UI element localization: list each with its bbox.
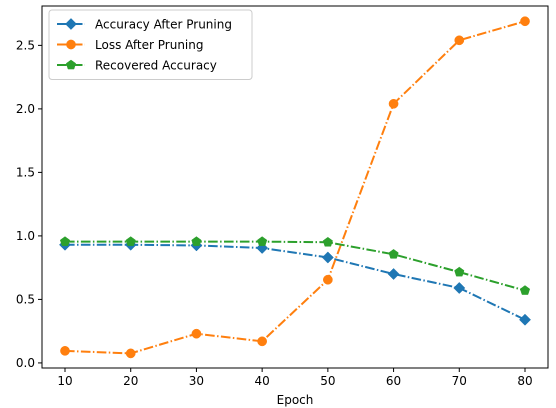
legend-box: [48, 9, 253, 80]
plot-frame: [41, 5, 549, 369]
data-point: [387, 268, 400, 280]
legend: Accuracy After Pruning Loss After Pruning…: [48, 9, 253, 80]
data-point: [125, 236, 136, 246]
data-point: [520, 16, 530, 27]
legend-marker: [66, 39, 76, 50]
data-point: [453, 282, 466, 294]
y-tick-label: 1.0: [16, 229, 35, 243]
y-tick-label: 1.5: [16, 165, 35, 179]
series-line: [64, 20, 526, 355]
legend-item: Recovered Accuracy: [57, 59, 217, 73]
data-point: [388, 249, 399, 259]
series-3: [59, 236, 531, 295]
data-point: [322, 236, 333, 247]
series-line: [65, 243, 526, 321]
y-tick-label: 0.0: [16, 356, 35, 370]
x-tick-label: 80: [517, 374, 532, 388]
data-point: [519, 313, 531, 326]
y-tick-label: 0.5: [16, 292, 35, 306]
y-axis: 0.0 0.5 1.0 1.5 2.0 2.5: [16, 38, 42, 370]
data-point: [191, 328, 202, 339]
x-tick-label: 10: [57, 374, 72, 388]
data-point: [59, 236, 71, 246]
data-point: [60, 346, 70, 356]
series-layer: [59, 16, 531, 359]
x-tick-label: 70: [452, 374, 467, 388]
data-point: [257, 236, 268, 246]
legend-item: Loss After Pruning: [57, 38, 204, 52]
y-tick-label: 2.5: [16, 38, 35, 52]
x-tick-label: 40: [255, 374, 270, 388]
plot-area: 10 20 30 40 50 60 70 80 0.0 0.5 1.0 1.5 2.0 2.5 Epoc…: [16, 5, 549, 407]
x-axis: 10 20 30 40 50 60 70 80: [57, 368, 533, 388]
x-axis-label: Epoch: [277, 393, 314, 407]
legend-label: Loss After Pruning: [95, 38, 204, 52]
legend-label: Recovered Accuracy: [95, 59, 217, 73]
data-point: [321, 251, 334, 264]
data-point: [388, 98, 399, 109]
x-tick-label: 20: [123, 374, 138, 388]
data-point: [454, 266, 465, 277]
data-point: [519, 285, 531, 295]
y-tick-label: 2.0: [16, 102, 35, 116]
legend-marker: [65, 59, 77, 70]
series-2: [60, 16, 530, 359]
legend-marker: [65, 18, 77, 30]
legend-item: Accuracy After Pruning: [57, 18, 232, 32]
data-point: [191, 236, 202, 246]
data-point: [256, 242, 269, 254]
x-tick-label: 30: [189, 374, 204, 388]
x-tick-label: 60: [386, 374, 401, 388]
x-tick-label: 50: [320, 374, 335, 388]
series-line: [65, 240, 526, 292]
data-point: [125, 348, 136, 359]
legend-label: Accuracy After Pruning: [95, 18, 232, 32]
data-point: [323, 274, 333, 285]
data-point: [454, 35, 465, 46]
data-point: [257, 336, 267, 347]
